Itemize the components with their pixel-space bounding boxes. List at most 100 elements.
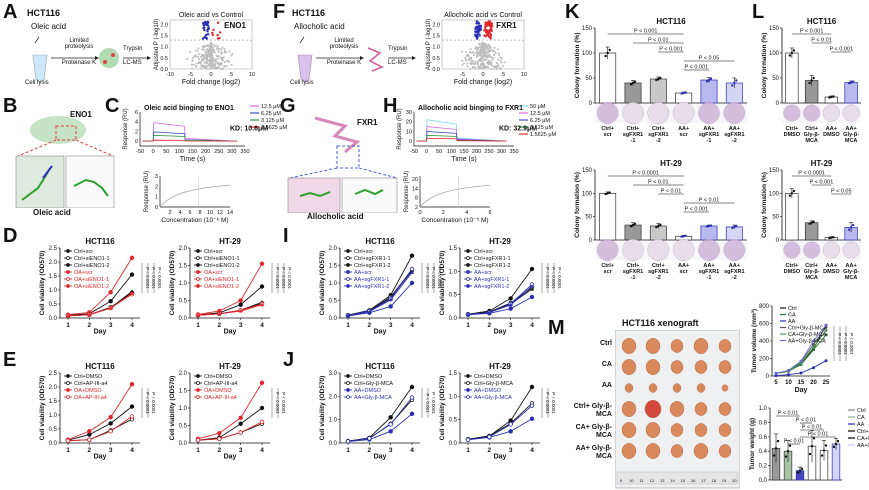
data-point — [238, 421, 243, 426]
legend-marker — [196, 381, 200, 385]
replicate-dot — [784, 455, 788, 458]
bar — [649, 78, 667, 104]
category-label: AA+ — [703, 126, 714, 132]
point — [490, 61, 493, 64]
legend-label: Ctrl+Gly-β-MCA — [474, 381, 513, 387]
legend-label: Ctrl+scr — [474, 249, 493, 255]
colony-well-image — [842, 104, 860, 122]
ruler-tick-label: 19 — [722, 478, 727, 483]
category-label: sgFXR1 — [648, 269, 668, 275]
p-value: P < 0.001 — [659, 47, 683, 53]
data-point — [129, 272, 135, 277]
colony-well-image — [647, 239, 670, 261]
tumor-image — [621, 338, 637, 354]
replicate-dot — [790, 51, 794, 55]
y-tick-label: 2 — [155, 184, 158, 190]
chart-title: HT-29 — [219, 237, 241, 246]
chart-title: HT-29 — [219, 362, 241, 371]
legend-label: 1.5625 μM — [530, 132, 557, 138]
legend-label: 3.125 μM — [530, 125, 553, 131]
x-tick-label: 4 — [178, 210, 181, 216]
data-point — [487, 310, 492, 314]
ruler-tick-label: 14 — [670, 478, 675, 483]
data-point — [824, 323, 828, 327]
replicate-dot — [836, 439, 840, 443]
y-tick-label: 1.5 — [160, 34, 168, 40]
point — [206, 58, 209, 61]
sensorgram-line — [142, 131, 238, 142]
legend-marker — [466, 381, 470, 385]
x-tick-label: 1 — [466, 447, 470, 454]
legend-marker — [66, 374, 70, 378]
binding-site-box — [336, 145, 360, 169]
category-label: sgFXR1 — [724, 269, 744, 275]
data-point — [409, 384, 415, 390]
point — [471, 65, 474, 68]
legend-label: CA — [788, 313, 796, 319]
replicate-dot — [684, 234, 687, 237]
replicate-dot — [788, 194, 792, 197]
point — [198, 60, 201, 63]
point — [206, 62, 209, 65]
category-label: Ctrl+ — [652, 263, 665, 269]
legend-marker — [196, 256, 200, 260]
replicate-dot — [830, 236, 833, 239]
legend-label: Ctrl+sgFXR1-1 — [474, 256, 511, 262]
data-point — [787, 373, 790, 377]
point — [230, 54, 233, 57]
x-tick-label: 4 — [260, 447, 264, 454]
category-label: Gly-β- — [843, 132, 859, 138]
y-tick-label: 0.0 — [329, 441, 338, 447]
protein-icon — [99, 48, 119, 68]
x-tick-label: 0 — [481, 72, 484, 78]
category-label: scr — [604, 269, 613, 275]
point — [482, 46, 485, 49]
replicate-dot — [731, 84, 734, 87]
y-tick-label: 400 — [759, 339, 770, 345]
point — [494, 52, 497, 55]
data-point — [799, 359, 803, 363]
series-line — [197, 407, 263, 441]
data-point — [129, 414, 135, 419]
point — [500, 57, 503, 60]
point — [213, 63, 216, 66]
y-tick-label: 0 — [589, 238, 593, 244]
y-axis-label: Cell viability (OD570) — [439, 251, 446, 316]
colony-well-image — [803, 104, 821, 122]
legend-label: 12.5 μM — [261, 104, 281, 110]
point — [484, 58, 487, 61]
series-line — [347, 397, 413, 442]
tumor-image — [693, 443, 709, 459]
replicate-dot — [851, 80, 855, 83]
point — [208, 59, 211, 62]
legend-marker — [66, 263, 70, 267]
replicate-dot — [633, 222, 637, 226]
colony-well-image — [803, 241, 821, 259]
bar — [599, 52, 617, 104]
point — [223, 61, 226, 64]
y-tick-label: 1.5 — [329, 264, 338, 270]
replicate-dot — [792, 49, 796, 52]
data-point — [409, 411, 415, 417]
xenograft-panel: HCT116 xenograft Ctrl CA AA Ctrl+ Gly-β-… — [560, 318, 740, 490]
replicate-dot — [834, 442, 838, 446]
point — [216, 46, 219, 49]
y-tick-label: 0.4 — [759, 449, 768, 455]
x-axis-label: Day — [494, 329, 507, 336]
legend-marker — [346, 277, 350, 281]
y-tick-label: 150 — [582, 26, 593, 32]
point — [213, 67, 216, 70]
y-tick-label: 14 — [412, 186, 418, 192]
xenograft-title: HCT116 xenograft — [622, 318, 699, 328]
y-tick-label: 0.0 — [449, 316, 458, 322]
sensorgram-line — [142, 139, 238, 142]
data-point — [346, 313, 350, 318]
y-tick-label: 1.5 — [432, 34, 440, 40]
legend-label: Ctrl+AP-III-a4 — [74, 381, 107, 387]
zoom-3d — [287, 177, 341, 213]
p-value: P < 0.0001 — [151, 392, 156, 414]
protein-name: ENO1 — [70, 110, 92, 119]
tumor-image — [624, 383, 634, 393]
x-tick-label: 20 — [810, 380, 817, 386]
p-value: P < 0.001 — [425, 393, 430, 413]
